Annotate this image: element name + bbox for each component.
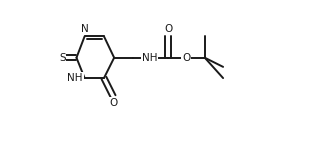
Text: O: O (109, 98, 117, 108)
Text: N: N (81, 24, 88, 34)
Text: O: O (164, 24, 172, 34)
Text: S: S (59, 53, 65, 63)
Text: O: O (182, 53, 191, 63)
Text: NH: NH (142, 53, 157, 63)
Text: NH: NH (67, 73, 83, 83)
